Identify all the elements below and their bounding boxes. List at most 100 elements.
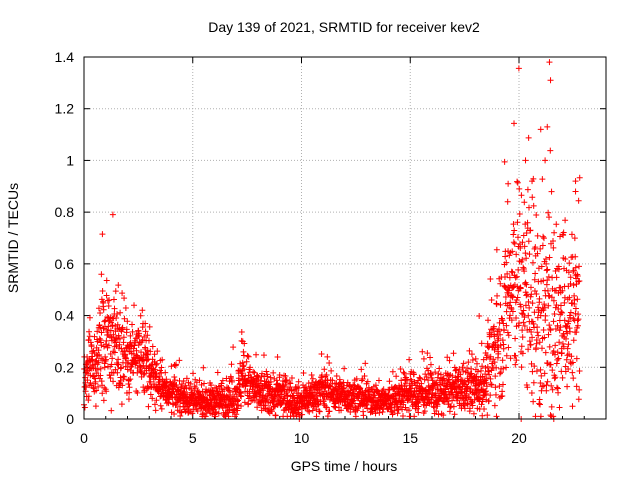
data-point — [129, 328, 136, 335]
data-point — [158, 405, 165, 412]
data-point — [102, 341, 109, 348]
data-point — [93, 387, 100, 394]
data-point — [557, 302, 564, 309]
data-point — [106, 372, 113, 379]
data-point — [114, 311, 121, 318]
data-point — [529, 368, 536, 375]
data-point — [491, 402, 498, 409]
data-point — [94, 366, 101, 373]
data-point — [568, 353, 575, 360]
x-tick-label: 15 — [402, 430, 418, 446]
data-point — [152, 366, 159, 373]
data-point — [516, 320, 523, 327]
data-point — [529, 259, 536, 266]
data-point — [533, 368, 540, 375]
data-point — [208, 382, 215, 389]
data-point — [244, 352, 251, 359]
data-point — [566, 260, 573, 267]
data-point — [546, 214, 553, 221]
data-point — [152, 407, 159, 414]
data-point — [105, 302, 112, 309]
data-point — [212, 408, 219, 415]
data-point — [501, 273, 508, 280]
data-point — [565, 318, 572, 325]
data-point — [190, 370, 197, 377]
data-point — [228, 361, 235, 368]
data-point — [513, 357, 520, 364]
data-point — [525, 134, 532, 141]
data-point — [103, 277, 110, 284]
data-point — [280, 383, 287, 390]
data-point — [453, 366, 460, 373]
data-point — [538, 372, 545, 379]
data-point — [503, 308, 510, 315]
data-point — [567, 280, 574, 287]
data-point — [278, 391, 285, 398]
data-point — [574, 273, 581, 280]
data-point — [298, 405, 305, 412]
data-point — [531, 287, 538, 294]
data-point — [126, 389, 133, 396]
data-point — [493, 301, 500, 308]
data-point — [318, 350, 325, 357]
data-point — [110, 296, 117, 303]
data-point — [107, 327, 114, 334]
data-point — [536, 400, 543, 407]
data-point — [516, 210, 523, 217]
data-point — [95, 383, 102, 390]
data-point — [564, 345, 571, 352]
data-point — [97, 372, 104, 379]
data-point — [432, 369, 439, 376]
data-point — [544, 287, 551, 294]
data-point — [550, 244, 557, 251]
data-point — [483, 354, 490, 361]
y-axis-label: SRMTID / TECUs — [5, 183, 21, 293]
data-point — [554, 349, 561, 356]
data-point — [321, 366, 328, 373]
data-point — [101, 364, 108, 371]
data-point — [96, 335, 103, 342]
data-point — [84, 377, 91, 384]
data-point — [181, 389, 188, 396]
data-point — [106, 297, 113, 304]
data-point — [552, 342, 559, 349]
data-point — [283, 377, 290, 384]
data-point — [514, 219, 521, 226]
data-point — [115, 282, 122, 289]
data-point — [474, 368, 481, 375]
data-point — [230, 400, 237, 407]
data-point — [158, 364, 165, 371]
data-point — [537, 401, 544, 408]
data-point — [127, 332, 134, 339]
data-point — [428, 370, 435, 377]
data-point — [283, 381, 290, 388]
y-tick-label: 1 — [66, 152, 74, 168]
data-point — [427, 361, 434, 368]
data-point — [565, 365, 572, 372]
data-point — [142, 328, 149, 335]
data-point — [541, 370, 548, 377]
data-point — [241, 366, 248, 373]
data-point — [483, 383, 490, 390]
data-point — [446, 357, 453, 364]
axis-ticks: 0 5 10 15 20 0 0.2 0.4 0.6 0.8 1 1.2 1.4 — [55, 49, 606, 446]
data-point — [402, 380, 409, 387]
data-point — [534, 324, 541, 331]
data-point — [464, 401, 471, 408]
data-point — [529, 178, 536, 185]
data-point — [384, 396, 391, 403]
data-point — [394, 401, 401, 408]
data-point — [97, 324, 104, 331]
data-point — [492, 391, 499, 398]
data-point — [566, 328, 573, 335]
data-point — [427, 354, 434, 361]
data-point — [81, 404, 88, 411]
data-point — [375, 377, 382, 384]
data-point — [326, 360, 333, 367]
data-point — [526, 251, 533, 258]
data-point — [500, 320, 507, 327]
data-point — [499, 392, 506, 399]
data-point — [553, 384, 560, 391]
data-point — [276, 372, 283, 379]
data-point — [575, 278, 582, 285]
